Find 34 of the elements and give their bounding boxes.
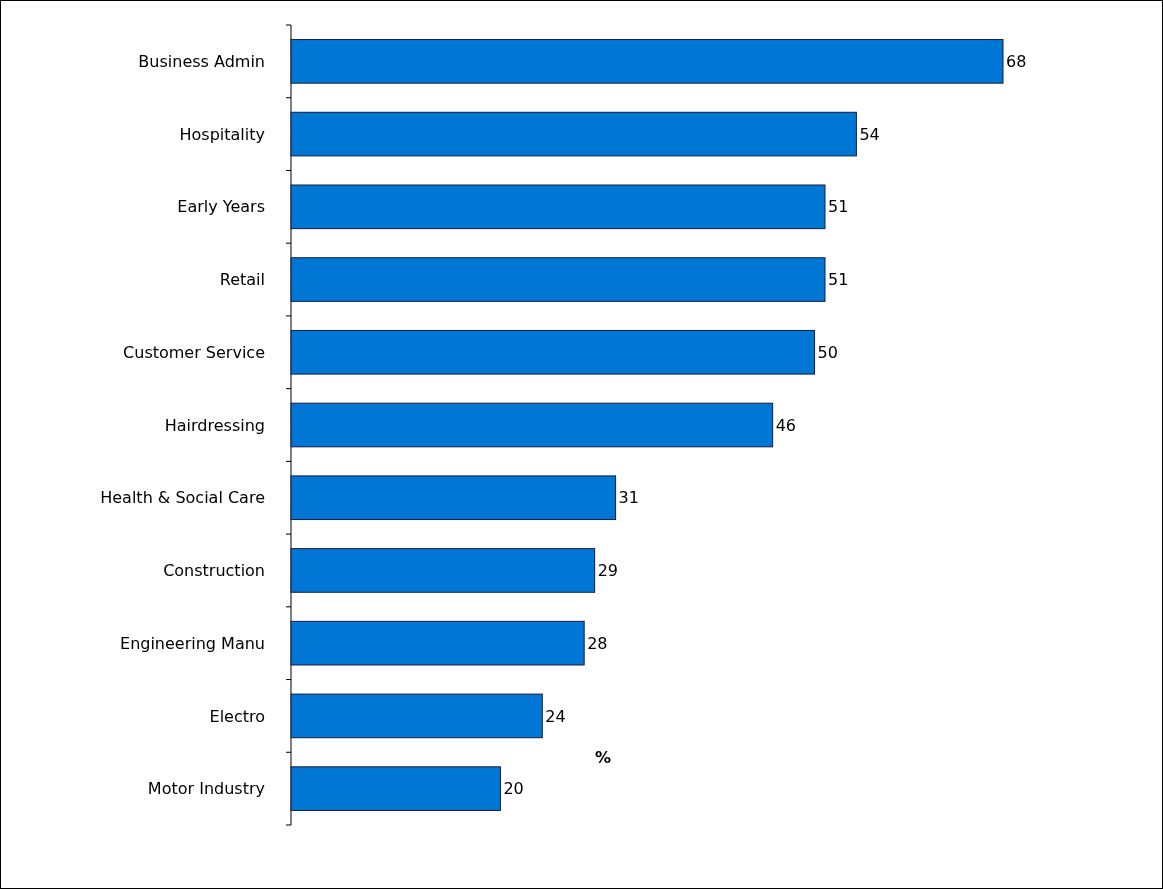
bar — [290, 39, 1004, 84]
y-tick-label: Hairdressing — [164, 415, 265, 435]
bar — [290, 184, 826, 230]
data-label: 20 — [503, 779, 524, 799]
data-label: 24 — [545, 706, 566, 726]
y-tick-label: Health & Social Care — [100, 488, 265, 508]
data-label: 68 — [1006, 51, 1027, 71]
y-tick-label: Construction — [163, 561, 265, 581]
y-tick-label: Customer Service — [123, 342, 265, 362]
bar — [290, 766, 501, 811]
data-label: 50 — [817, 342, 838, 362]
y-tick-label: Business Admin — [138, 51, 265, 71]
data-label: 46 — [775, 415, 797, 435]
bar — [290, 693, 543, 739]
bar — [290, 402, 774, 448]
data-label: 51 — [828, 270, 849, 290]
bar — [290, 548, 596, 593]
y-tick-label: Electro — [209, 706, 265, 726]
data-label: 51 — [828, 197, 849, 217]
y-tick-label: Motor Industry — [147, 779, 265, 799]
bar — [290, 111, 857, 157]
y-tick-label: Retail — [219, 270, 265, 290]
data-label: 54 — [859, 124, 880, 144]
bar — [290, 329, 816, 375]
data-label: 29 — [597, 561, 619, 581]
bar — [290, 257, 826, 302]
bar — [290, 620, 585, 666]
y-tick-label: Engineering Manu — [120, 633, 265, 653]
bar — [290, 475, 617, 521]
data-label: 28 — [587, 633, 608, 653]
y-tick-label: Hospitality — [179, 124, 265, 144]
data-label: 31 — [618, 488, 639, 508]
y-tick-label: Early Years — [177, 197, 265, 217]
x-axis-title: % — [594, 748, 612, 767]
